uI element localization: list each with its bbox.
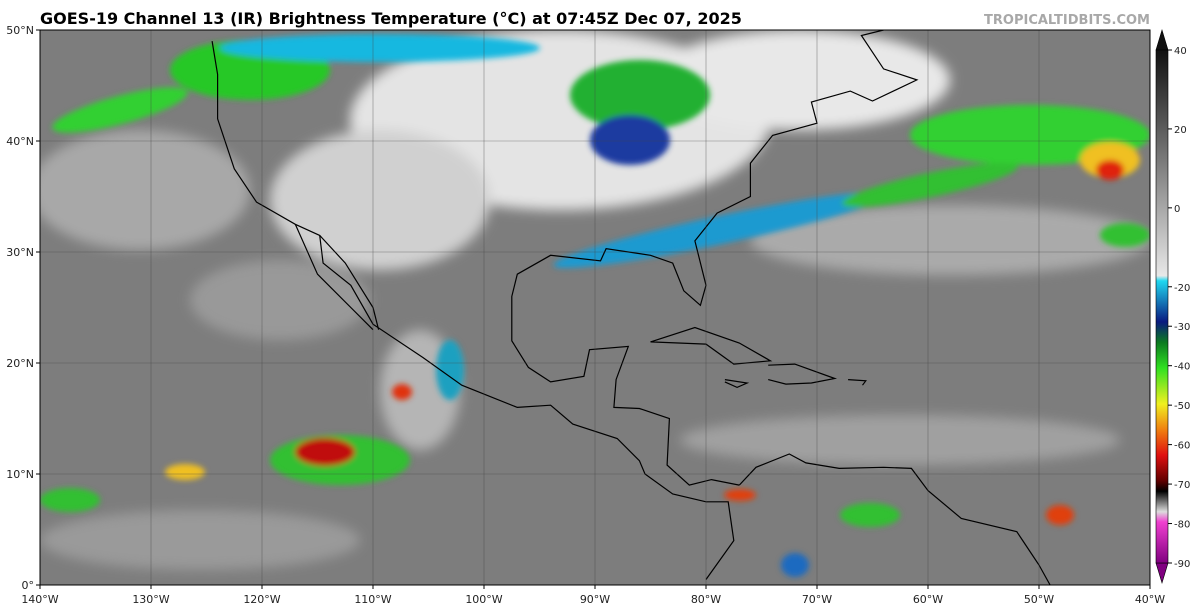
- lon-label: 140°W: [21, 593, 58, 606]
- coastline: [319, 234, 380, 330]
- lat-label: 0°: [22, 579, 35, 592]
- graticule: [40, 30, 1150, 585]
- coastline: [294, 224, 374, 331]
- lon-label: 110°W: [354, 593, 391, 606]
- lon-label: 90°W: [580, 593, 610, 606]
- lat-label: 30°N: [6, 246, 34, 259]
- colorbar-label: -40: [1174, 362, 1190, 373]
- colorbar-label: 40: [1174, 46, 1187, 57]
- coastline: [511, 30, 919, 486]
- colorbar-label: 20: [1174, 125, 1187, 136]
- colorbar-label: 0: [1174, 204, 1180, 215]
- lon-label: 130°W: [132, 593, 169, 606]
- colorbar-max-arrow: [1155, 28, 1169, 51]
- title: GOES-19 Channel 13 (IR) Brightness Tempe…: [40, 9, 742, 28]
- lon-label: 50°W: [1024, 593, 1054, 606]
- colorbar-label: -50: [1174, 401, 1190, 412]
- lon-label: 40°W: [1135, 593, 1165, 606]
- colorbar: 40 20 0 -20 -30 -40 -50 -60 -70 -80 -90: [1155, 28, 1190, 585]
- colorbar-label: -60: [1174, 441, 1190, 452]
- colorbar-label: -20: [1174, 283, 1190, 294]
- coastline: [211, 41, 735, 580]
- coastline: [768, 363, 838, 385]
- colorbar-scale: [1155, 49, 1169, 564]
- colorbar-label: -90: [1174, 559, 1190, 570]
- lat-label: 10°N: [6, 468, 34, 481]
- coastline: [848, 379, 867, 386]
- lon-label: 80°W: [691, 593, 721, 606]
- lon-label: 60°W: [913, 593, 943, 606]
- coastline: [738, 453, 1051, 585]
- axis-labels: 140°W 130°W 120°W 110°W 100°W 90°W 80°W 70°W 60°…: [6, 24, 1165, 606]
- coastlines: [211, 30, 1051, 585]
- cold-cloud-tops: [40, 34, 1150, 577]
- colorbar-label: -80: [1174, 520, 1190, 531]
- colorbar-label: -70: [1174, 480, 1190, 491]
- lon-label: 120°W: [243, 593, 280, 606]
- colorbar-label: -30: [1174, 322, 1190, 333]
- credit: TROPICALTIDBITS.COM: [984, 13, 1150, 28]
- lon-label: 70°W: [802, 593, 832, 606]
- lat-label: 50°N: [6, 24, 34, 37]
- coastline: [724, 379, 750, 389]
- imagery: [40, 30, 1150, 585]
- colorbar-min-arrow: [1155, 562, 1169, 585]
- lat-label: 40°N: [6, 135, 34, 148]
- lon-label: 100°W: [465, 593, 502, 606]
- lat-label: 20°N: [6, 357, 34, 370]
